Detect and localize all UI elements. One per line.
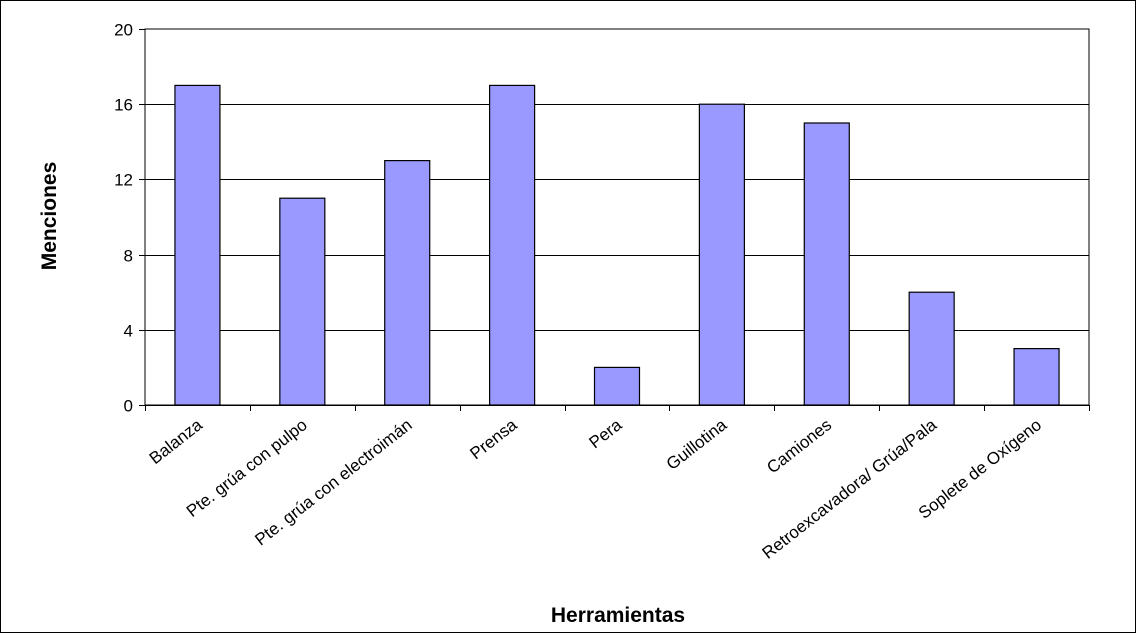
bar-1	[279, 197, 326, 406]
bar-8	[1013, 348, 1060, 406]
y-tick-label: 0	[124, 397, 133, 416]
y-tick-label: 12	[114, 171, 133, 190]
bar-2	[384, 160, 431, 406]
bar-6	[803, 122, 850, 406]
y-tick-label: 20	[114, 21, 133, 40]
bar-7	[908, 291, 955, 406]
y-tick-label: 8	[124, 247, 133, 266]
bar-0	[174, 84, 221, 406]
bar-3	[489, 84, 536, 406]
bar-5	[698, 103, 745, 406]
x-axis-title: Herramientas	[551, 604, 685, 627]
y-axis-title: Menciones	[38, 162, 61, 271]
y-tick-label: 16	[114, 96, 133, 115]
bars	[174, 84, 1060, 406]
y-tick-label: 4	[124, 322, 133, 341]
bar-4	[593, 366, 641, 406]
y-tick-labels: 0 4 8 12 16 20	[114, 21, 133, 416]
axes	[139, 29, 1090, 411]
